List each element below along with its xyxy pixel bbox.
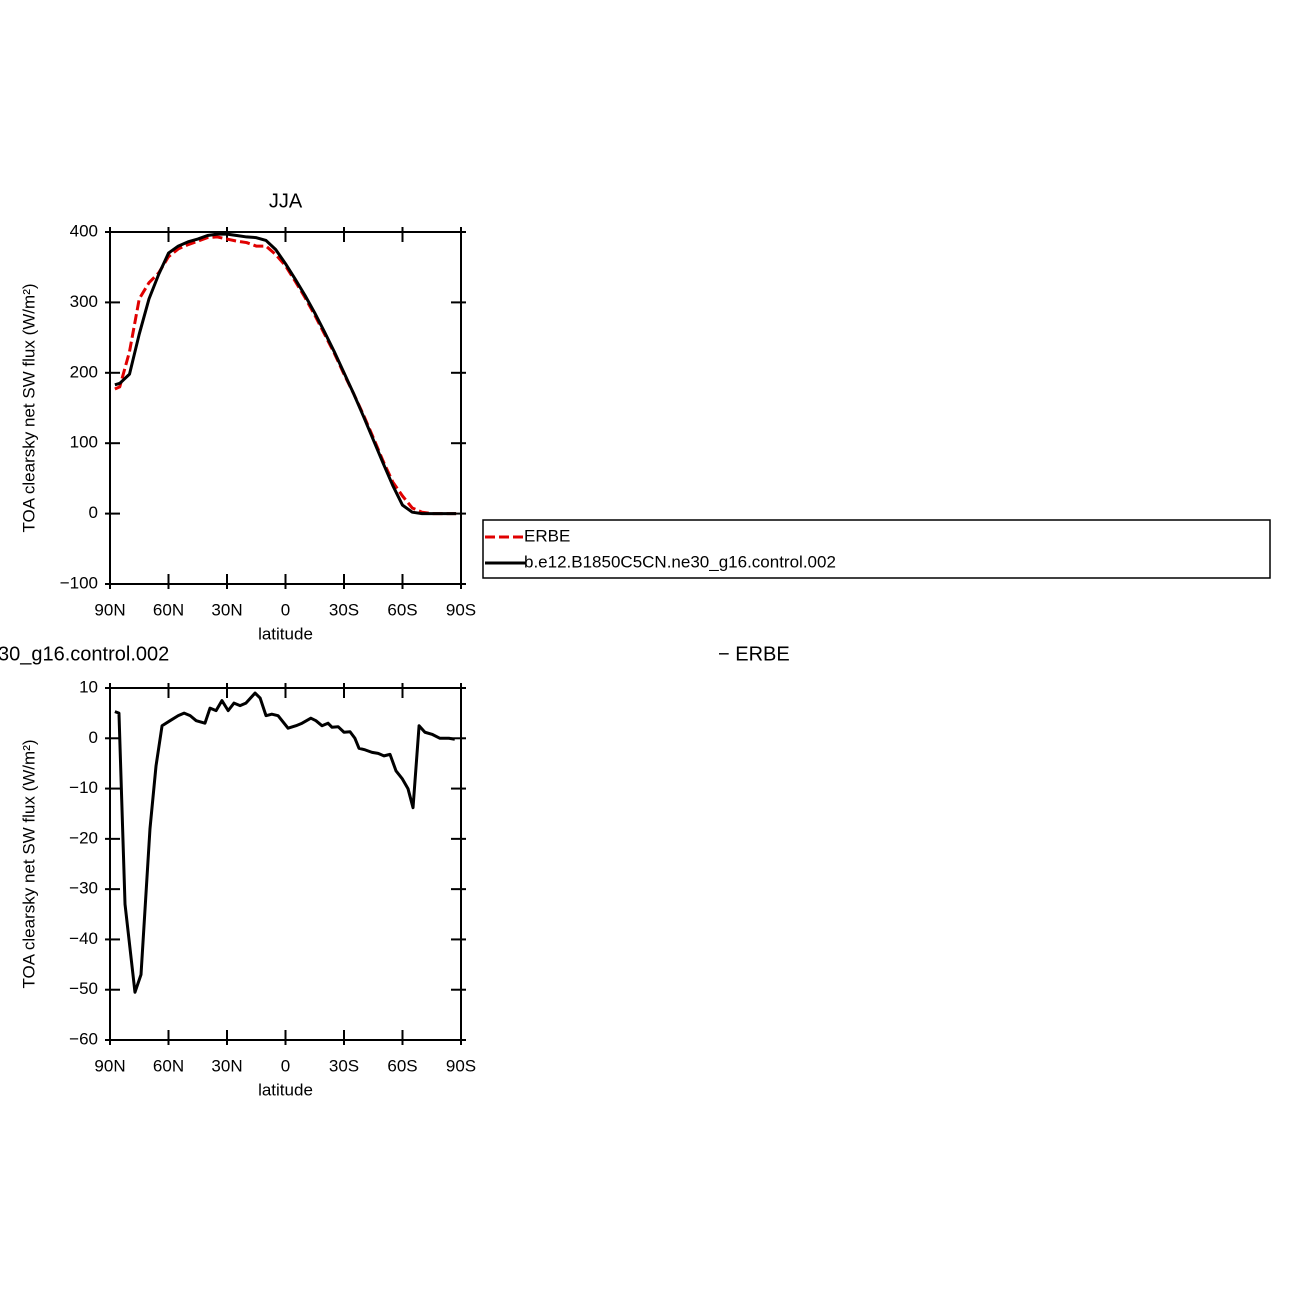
x-tick-label: 30N (211, 600, 242, 619)
legend-box (482, 519, 1271, 579)
y-tick-label: −10 (69, 778, 98, 797)
plot-frame (109, 687, 462, 1041)
chart-title: JJA (269, 190, 303, 212)
x-tick-label: 60N (153, 1056, 184, 1075)
y-tick-label: 100 (70, 433, 98, 452)
y-tick-label: −60 (69, 1029, 98, 1048)
legend-label: b.e12.B1850C5CN.ne30_g16.control.002 (524, 552, 836, 571)
y-tick-label: 200 (70, 362, 98, 381)
y-tick-label: −30 (69, 879, 98, 898)
y-tick-label: 300 (70, 292, 98, 311)
x-tick-label: 0 (281, 600, 290, 619)
x-axis-label: latitude (258, 1080, 313, 1099)
y-tick-label: −100 (60, 573, 98, 592)
legend-label: ERBE (524, 526, 570, 545)
chart-subtitle: − ERBE (718, 643, 790, 665)
x-tick-label: 30S (329, 1056, 359, 1075)
chart-title: 30_g16.control.002 (0, 643, 169, 665)
x-tick-label: 90S (446, 600, 476, 619)
data-line (114, 235, 457, 516)
x-tick-label: 60S (387, 600, 417, 619)
y-tick-label: 400 (70, 221, 98, 240)
data-line (114, 232, 457, 516)
y-axis-label: TOA clearsky net SW flux (W/m²) (19, 283, 38, 532)
x-tick-label: 90N (94, 600, 125, 619)
y-tick-label: −40 (69, 929, 98, 948)
y-tick-label: 0 (89, 503, 98, 522)
y-tick-label: 10 (79, 677, 98, 696)
data-line (114, 691, 456, 994)
plot-frame (109, 231, 462, 585)
y-tick-label: −50 (69, 979, 98, 998)
x-axis-label: latitude (258, 624, 313, 643)
y-tick-label: −20 (69, 828, 98, 847)
y-tick-label: 0 (89, 728, 98, 747)
y-axis-label: TOA clearsky net SW flux (W/m²) (19, 739, 38, 988)
x-tick-label: 90S (446, 1056, 476, 1075)
x-tick-label: 60S (387, 1056, 417, 1075)
x-tick-label: 60N (153, 600, 184, 619)
x-tick-label: 30S (329, 600, 359, 619)
x-tick-label: 90N (94, 1056, 125, 1075)
x-tick-label: 30N (211, 1056, 242, 1075)
x-tick-label: 0 (281, 1056, 290, 1075)
